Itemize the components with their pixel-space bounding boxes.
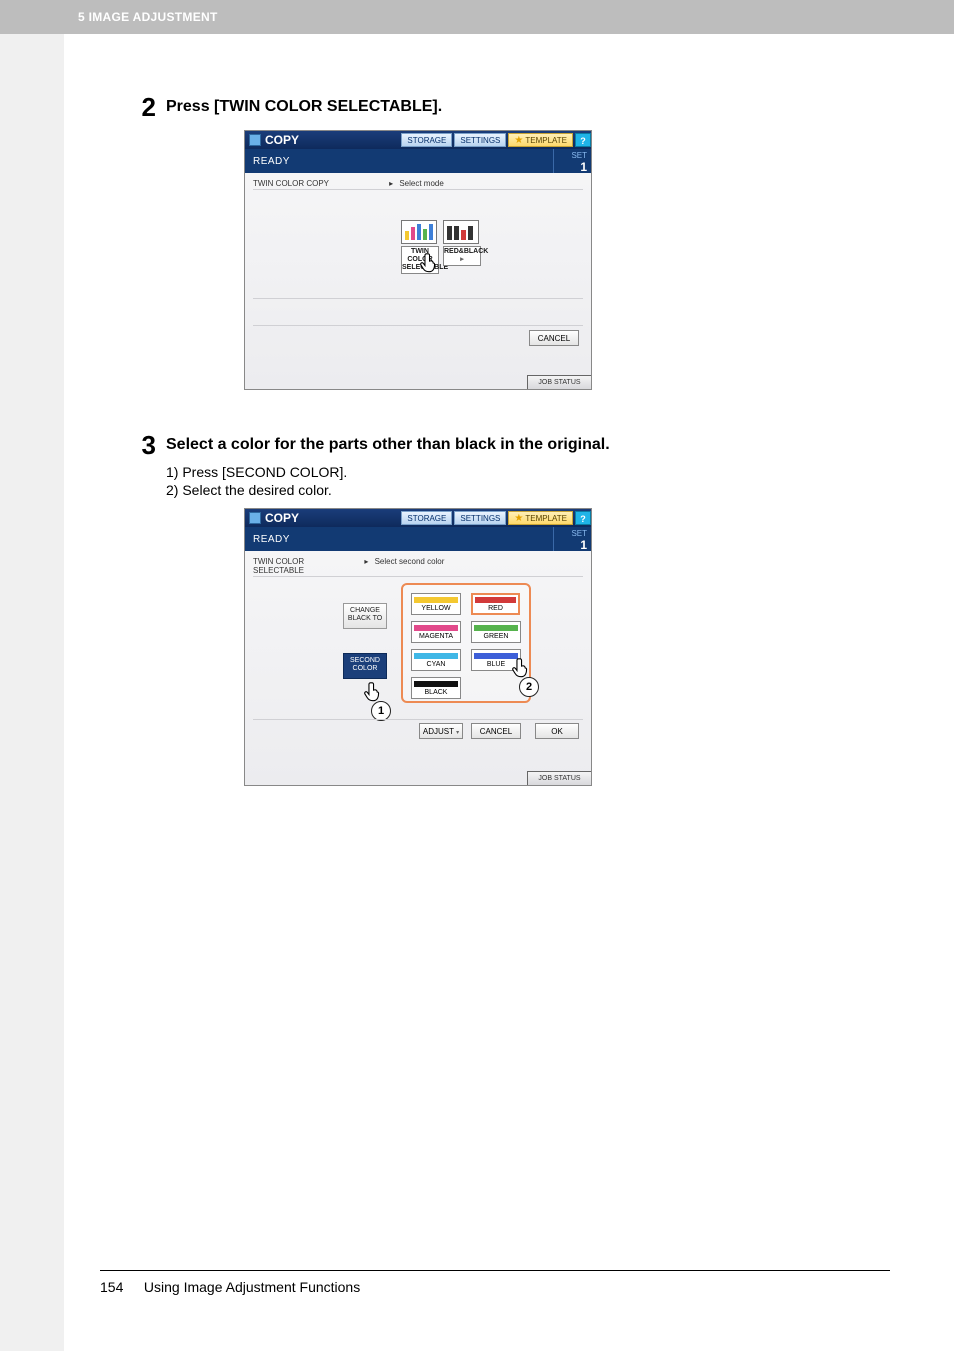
- second-color-tab[interactable]: SECOND COLOR: [343, 653, 387, 679]
- crumb-text: Select second color: [375, 557, 445, 566]
- page-footer: 154 Using Image Adjustment Functions: [100, 1279, 360, 1295]
- color-options-frame: YELLOW RED MAGENTA GREEN CYAN BLUE BLA: [401, 583, 531, 703]
- substep-2: 2) Select the desired color.: [166, 482, 954, 498]
- crumb-mode: TWIN COLOR COPY: [253, 179, 329, 188]
- help-button[interactable]: ?: [575, 511, 591, 525]
- page-content: 2 Press [TWIN COLOR SELECTABLE]. COPY ST…: [64, 34, 954, 786]
- copy-icon: [249, 134, 261, 146]
- ready-label: READY: [253, 534, 290, 545]
- star-icon: ★: [514, 135, 523, 146]
- color-magenta-button[interactable]: MAGENTA: [411, 621, 461, 643]
- set-number: 1: [580, 160, 587, 174]
- crumb-text: Select mode: [399, 179, 443, 188]
- ss1-breadcrumb: TWIN COLOR COPY ▸ Select mode: [253, 179, 583, 188]
- adjust-label: ADJUST: [423, 727, 454, 736]
- screenshot-1: COPY STORAGE SETTINGS ★TEMPLATE ? READY …: [244, 130, 592, 390]
- red-black-option[interactable]: RED&BLACK ▸: [443, 220, 481, 274]
- ok-button[interactable]: OK: [535, 723, 579, 739]
- blue-label: BLUE: [487, 661, 505, 668]
- yellow-label: YELLOW: [421, 605, 450, 612]
- crumb-arrow: ▸: [389, 179, 393, 188]
- set-number: 1: [580, 538, 587, 552]
- color-cyan-button[interactable]: CYAN: [411, 649, 461, 671]
- step-3: 3 Select a color for the parts other tha…: [122, 432, 954, 786]
- ss1-topbar: COPY STORAGE SETTINGS ★TEMPLATE ?: [245, 131, 591, 149]
- ss2-statusbar: READY SET 1: [245, 527, 591, 551]
- ss1-footer-row: CANCEL: [253, 325, 583, 351]
- copy-label: COPY: [265, 133, 299, 147]
- color-green-button[interactable]: GREEN: [471, 621, 521, 643]
- settings-button[interactable]: SETTINGS: [454, 133, 506, 147]
- black-label: BLACK: [425, 689, 448, 696]
- screenshot-2: COPY STORAGE SETTINGS ★TEMPLATE ? READY …: [244, 508, 592, 786]
- magenta-label: MAGENTA: [419, 633, 453, 640]
- black-swatch: [414, 681, 458, 687]
- ss2-footer-row: ADJUST ▾ CANCEL OK: [253, 719, 583, 741]
- step-2-number: 2: [122, 94, 156, 120]
- red-black-icon: [443, 220, 479, 244]
- step-3-title: Select a color for the parts other than …: [166, 432, 610, 454]
- pointer-hand-icon-1: [363, 681, 385, 703]
- crumb-mode: TWIN COLOR SELECTABLE: [253, 557, 304, 575]
- storage-button[interactable]: STORAGE: [401, 511, 452, 525]
- pointer-hand-icon-2: [511, 657, 533, 679]
- help-button[interactable]: ?: [575, 133, 591, 147]
- chapter-header: 5 IMAGE ADJUSTMENT: [0, 0, 954, 34]
- template-button[interactable]: ★TEMPLATE: [508, 133, 573, 147]
- page-number: 154: [100, 1279, 140, 1295]
- set-counter: SET 1: [553, 149, 591, 173]
- crumb-arrow: ▸: [364, 557, 368, 566]
- footer-rule: [100, 1270, 890, 1271]
- change-black-to-tab[interactable]: CHANGE BLACK TO: [343, 603, 387, 629]
- step-2-title: Press [TWIN COLOR SELECTABLE].: [166, 94, 442, 116]
- red-black-label: RED&BLACK ▸: [443, 246, 481, 266]
- sidebar-stripe: [0, 0, 64, 1351]
- green-label: GREEN: [484, 633, 509, 640]
- adjust-button[interactable]: ADJUST ▾: [419, 723, 463, 739]
- yellow-swatch: [414, 597, 458, 603]
- pointer-hand-icon: [419, 252, 441, 274]
- star-icon: ★: [514, 513, 523, 524]
- step-2: 2 Press [TWIN COLOR SELECTABLE]. COPY ST…: [122, 94, 954, 390]
- set-counter: SET 1: [553, 527, 591, 551]
- ss1-statusbar: READY SET 1: [245, 149, 591, 173]
- color-black-button[interactable]: BLACK: [411, 677, 461, 699]
- mode-panel: TWIN COLOR SELECTABLE RED&BLACK ▸: [253, 189, 583, 299]
- settings-button[interactable]: SETTINGS: [454, 511, 506, 525]
- color-red-button[interactable]: RED: [471, 593, 520, 615]
- twin-color-selectable-icon: [401, 220, 437, 244]
- copy-label: COPY: [265, 511, 299, 525]
- red-label: RED: [488, 605, 503, 612]
- chevron-down-icon: ▾: [456, 730, 459, 736]
- magenta-swatch: [414, 625, 458, 631]
- ready-label: READY: [253, 156, 290, 167]
- red-swatch: [475, 597, 516, 603]
- section-title: Using Image Adjustment Functions: [144, 1279, 360, 1295]
- substep-1: 1) Press [SECOND COLOR].: [166, 464, 954, 480]
- step-3-number: 3: [122, 432, 156, 458]
- ss2-breadcrumb: TWIN COLOR SELECTABLE ▸ Select second co…: [253, 557, 583, 575]
- storage-button[interactable]: STORAGE: [401, 133, 452, 147]
- cyan-label: CYAN: [427, 661, 446, 668]
- chevron-right-icon: ▸: [460, 256, 464, 263]
- job-status-button[interactable]: JOB STATUS: [527, 375, 591, 389]
- template-button[interactable]: ★TEMPLATE: [508, 511, 573, 525]
- cyan-swatch: [414, 653, 458, 659]
- red-black-text: RED&BLACK: [444, 248, 488, 255]
- color-yellow-button[interactable]: YELLOW: [411, 593, 461, 615]
- green-swatch: [474, 625, 518, 631]
- callout-1: 1: [371, 701, 391, 721]
- cancel-button[interactable]: CANCEL: [529, 330, 579, 346]
- template-label: TEMPLATE: [525, 136, 567, 145]
- callout-2: 2: [519, 677, 539, 697]
- ss2-topbar: COPY STORAGE SETTINGS ★TEMPLATE ?: [245, 509, 591, 527]
- cancel-button[interactable]: CANCEL: [471, 723, 521, 739]
- job-status-button[interactable]: JOB STATUS: [527, 771, 591, 785]
- copy-icon: [249, 512, 261, 524]
- template-label: TEMPLATE: [525, 514, 567, 523]
- step-3-substeps: 1) Press [SECOND COLOR]. 2) Select the d…: [166, 464, 954, 498]
